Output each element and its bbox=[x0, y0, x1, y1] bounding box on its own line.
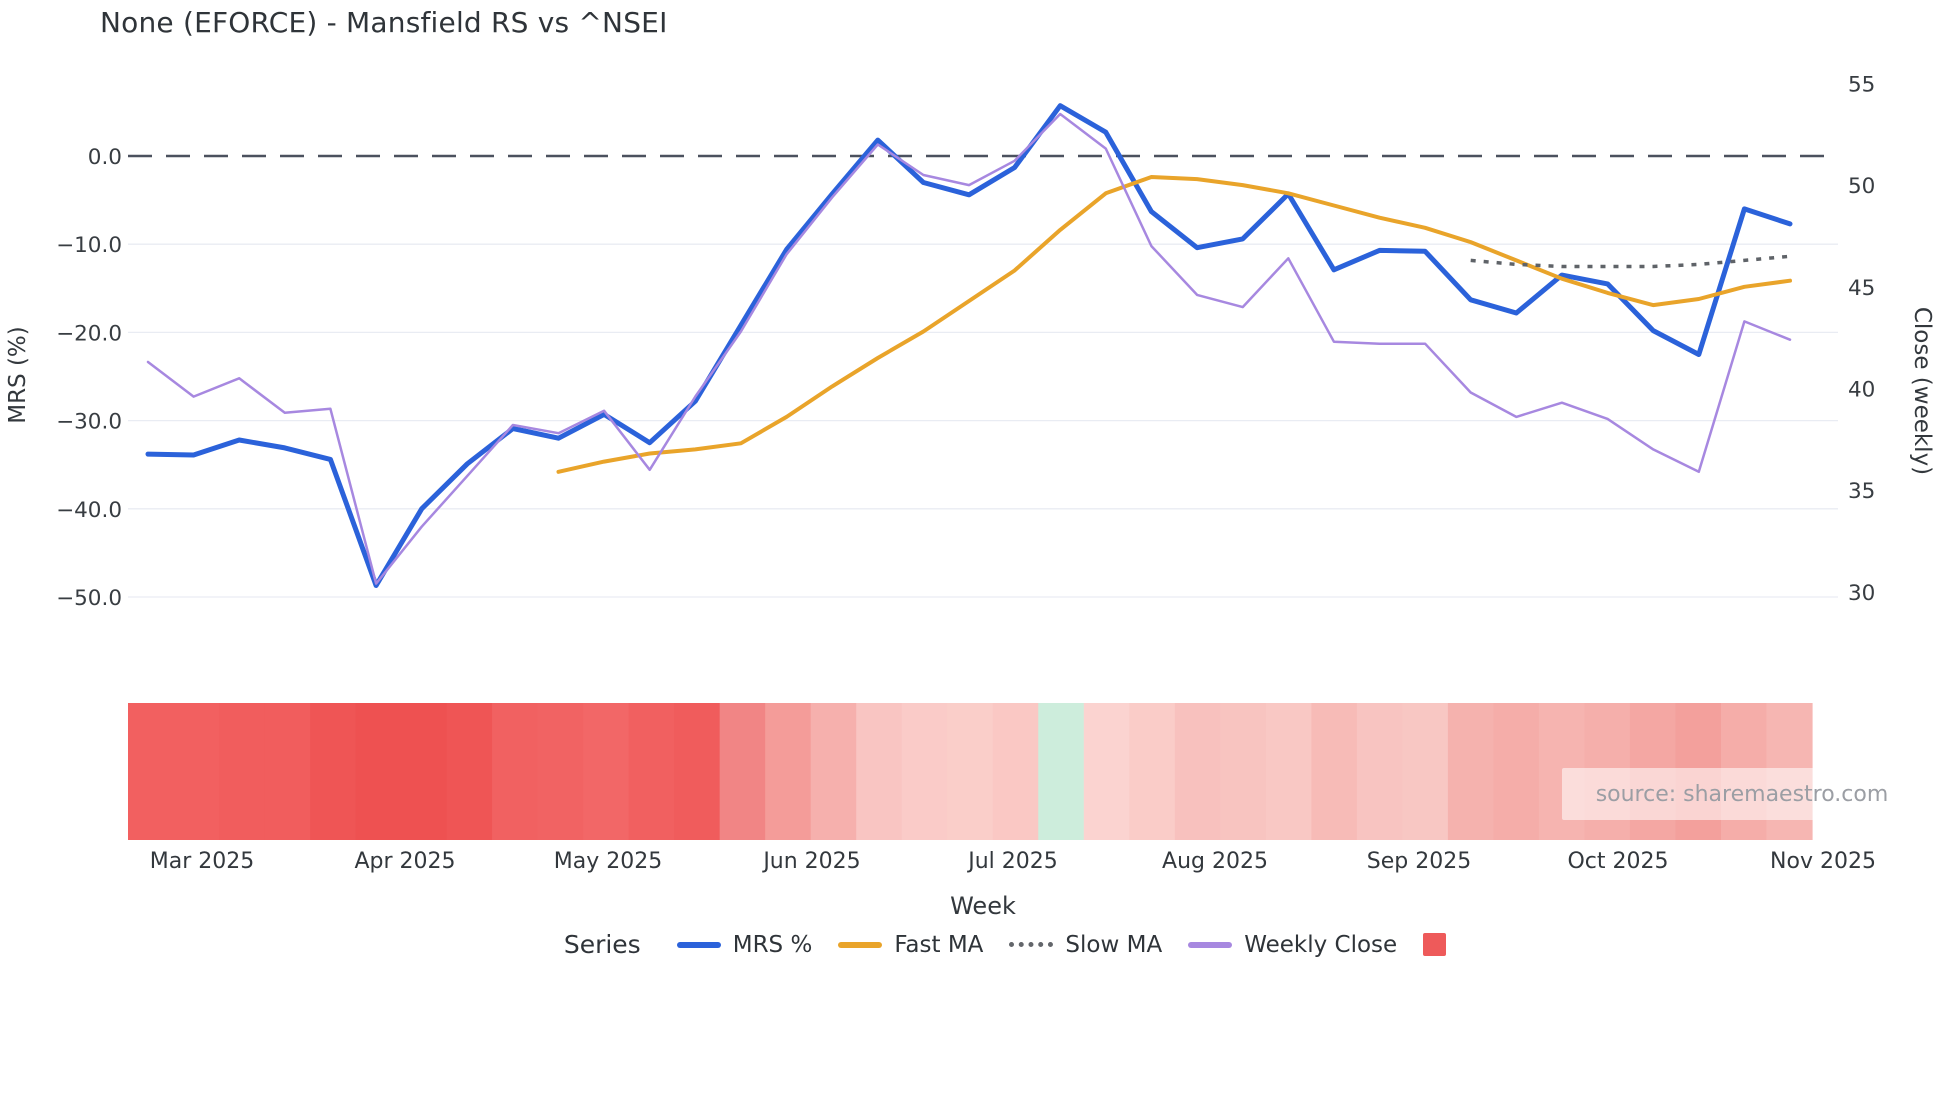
heatmap-cell bbox=[992, 703, 1039, 840]
heatmap-cell bbox=[128, 703, 175, 840]
x-tick-label: Aug 2025 bbox=[1162, 849, 1268, 874]
heatmap-cell bbox=[674, 703, 721, 840]
x-tick-label: Sep 2025 bbox=[1367, 849, 1471, 874]
heatmap-cell bbox=[1129, 703, 1176, 840]
heatmap-cell bbox=[537, 703, 584, 840]
legend-item-weekly-close[interactable]: Weekly Close bbox=[1188, 932, 1397, 958]
heatmap-cell bbox=[856, 703, 903, 840]
right-tick-label: 40 bbox=[1848, 377, 1875, 402]
x-tick-label: Oct 2025 bbox=[1567, 849, 1668, 874]
x-tick-label: Apr 2025 bbox=[354, 849, 455, 874]
heatmap-cell bbox=[1174, 703, 1221, 840]
legend-item-slow-ma[interactable]: Slow MA bbox=[1009, 932, 1162, 958]
heatmap-cell bbox=[810, 703, 857, 840]
right-tick-label: 30 bbox=[1848, 581, 1875, 606]
left-tick-label: −20.0 bbox=[56, 321, 122, 346]
legend-line-swatch bbox=[838, 941, 883, 948]
series-line-slow-ma bbox=[1470, 254, 1791, 269]
heatmap-cell bbox=[628, 703, 675, 840]
right-tick-label: 50 bbox=[1848, 174, 1875, 199]
left-tick-label: −30.0 bbox=[56, 410, 122, 435]
x-tick-label: Jun 2025 bbox=[761, 849, 860, 874]
heatmap-cell bbox=[492, 703, 539, 840]
series-line-fast-ma bbox=[556, 175, 1792, 474]
heatmap-cell bbox=[446, 703, 493, 840]
heatmap-cell bbox=[765, 703, 812, 840]
heatmap-cell bbox=[1220, 703, 1267, 840]
heatmap-cell bbox=[264, 703, 311, 840]
right-tick-label: 55 bbox=[1848, 73, 1875, 98]
legend-square-swatch bbox=[1423, 933, 1447, 956]
legend-line-swatch bbox=[676, 941, 721, 948]
x-tick-label: Mar 2025 bbox=[150, 849, 255, 874]
heatmap-cell bbox=[1083, 703, 1130, 840]
legend-title: Series bbox=[563, 930, 641, 959]
right-tick-label: 45 bbox=[1848, 276, 1875, 301]
heatmap-cell bbox=[1402, 703, 1449, 840]
legend-item-label: Fast MA bbox=[894, 931, 984, 958]
series-line-mrs- bbox=[145, 103, 1793, 588]
heatmap-cell bbox=[901, 703, 948, 840]
chart-title: None (EFORCE) - Mansfield RS vs ^NSEI bbox=[100, 6, 668, 39]
legend-item-label: Slow MA bbox=[1065, 931, 1163, 958]
legend-dotted-swatch bbox=[1009, 942, 1054, 947]
legend-item-fast-ma[interactable]: Fast MA bbox=[838, 932, 983, 958]
heatmap-cell bbox=[1265, 703, 1312, 840]
source-note: source: sharemaestro.com bbox=[1562, 768, 1922, 820]
heatmap-cell bbox=[310, 703, 357, 840]
heatmap-cell bbox=[947, 703, 994, 840]
series-line-weekly-close bbox=[146, 112, 1792, 585]
x-axis-title: Week bbox=[950, 892, 1016, 920]
legend-line-swatch bbox=[1188, 941, 1233, 948]
heatmap-cell bbox=[401, 703, 448, 840]
x-tick-label: Nov 2025 bbox=[1770, 849, 1876, 874]
heatmap-cell bbox=[1356, 703, 1403, 840]
heatmap-cell bbox=[173, 703, 220, 840]
heatmap-cell bbox=[1038, 703, 1085, 840]
heatmap-cell bbox=[719, 703, 766, 840]
heatmap-cell bbox=[1493, 703, 1540, 840]
heatmap-cell bbox=[355, 703, 402, 840]
legend-item-mrs-[interactable]: MRS % bbox=[676, 931, 813, 958]
heatmap-cell bbox=[1311, 703, 1358, 840]
legend-item-label: MRS % bbox=[732, 931, 813, 958]
heatmap-cell bbox=[1447, 703, 1495, 840]
source-note-text: source: sharemaestro.com bbox=[1595, 781, 1889, 807]
legend-item-band[interactable] bbox=[1423, 933, 1447, 956]
left-tick-label: −40.0 bbox=[56, 498, 122, 523]
left-tick-label: −10.0 bbox=[56, 233, 122, 258]
heatmap-cell bbox=[219, 703, 266, 840]
x-tick-label: May 2025 bbox=[554, 849, 662, 874]
legend-item-label: Weekly Close bbox=[1244, 931, 1398, 958]
right-tick-label: 35 bbox=[1848, 479, 1875, 504]
left-tick-label: 0.0 bbox=[88, 145, 122, 170]
legend: Series MRS % Fast MA Slow MA Weekly Close bbox=[25, 930, 1960, 959]
x-tick-label: Jul 2025 bbox=[966, 849, 1058, 874]
left-tick-label: −50.0 bbox=[56, 586, 122, 611]
heatmap-cell bbox=[583, 703, 630, 840]
